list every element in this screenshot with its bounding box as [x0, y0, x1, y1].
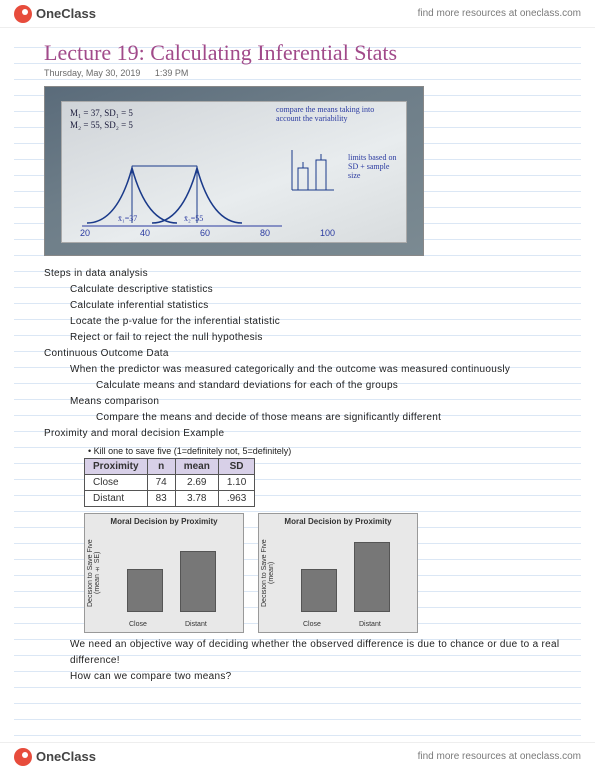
table-row: Close 74 2.69 1.10 — [85, 475, 255, 491]
xlab: Distant — [359, 621, 381, 628]
page-meta: Thursday, May 30, 2019 1:39 PM — [44, 68, 567, 78]
bar-distant — [180, 551, 216, 612]
chart-left: Moral Decision by Proximity Decision to … — [84, 513, 244, 633]
td: Distant — [85, 491, 148, 507]
table-header-row: Proximity n mean SD — [85, 459, 255, 475]
photo-annot1: compare the means taking into account th… — [276, 106, 396, 124]
bar-distant — [354, 542, 390, 612]
note-line: Proximity and moral decision Example — [44, 426, 567, 442]
note-line: Steps in data analysis — [44, 266, 567, 282]
chart-title: Moral Decision by Proximity — [85, 517, 243, 526]
conclusion: We need an objective way of deciding whe… — [44, 637, 567, 685]
charts-row: Moral Decision by Proximity Decision to … — [84, 513, 567, 633]
xlab: Close — [129, 621, 147, 628]
plot-area — [113, 532, 233, 612]
note-line: Calculate descriptive statistics — [44, 282, 567, 298]
resources-link-bottom[interactable]: find more resources at oneclass.com — [418, 751, 581, 762]
note-line: How can we compare two means? — [44, 669, 567, 685]
bar-close — [301, 569, 337, 612]
mini-barchart-icon — [286, 148, 336, 194]
xbar2-label: x̄₂=55 — [184, 215, 203, 224]
brand-name: OneClass — [36, 6, 96, 21]
whiteboard: M₁ = 37, SD₁ = 5 M₂ = 55, SD₂ = 5 compar… — [61, 101, 407, 243]
meta-time: 1:39 PM — [155, 68, 189, 78]
td: 1.10 — [218, 475, 254, 491]
chart-right: Moral Decision by Proximity Decision to … — [258, 513, 418, 633]
xbar1-label: x̄₁=37 — [118, 215, 137, 224]
example-block: • Kill one to save five (1=definitely no… — [84, 446, 567, 507]
top-bar: OneClass find more resources at oneclass… — [0, 0, 595, 28]
photo-eq2: M₂ = 55, SD₂ = 5 — [70, 120, 133, 130]
bar-close — [127, 569, 163, 612]
th: mean — [175, 459, 218, 475]
photo-eq1: M₁ = 37, SD₁ = 5 — [70, 108, 133, 118]
th: SD — [218, 459, 254, 475]
logo-icon — [14, 748, 32, 766]
page-title: Lecture 19: Calculating Inferential Stat… — [44, 40, 567, 66]
plot-area — [287, 532, 407, 612]
logo-icon — [14, 5, 32, 23]
note-line: Calculate means and standard deviations … — [44, 378, 567, 394]
td: .963 — [218, 491, 254, 507]
th: n — [147, 459, 175, 475]
tick-3: 80 — [260, 228, 270, 238]
note-line: Locate the p-value for the inferential s… — [44, 314, 567, 330]
td: 74 — [147, 475, 175, 491]
table-row: Distant 83 3.78 .963 — [85, 491, 255, 507]
xlab: Close — [303, 621, 321, 628]
bullet-text: Kill one to save five (1=definitely not,… — [94, 446, 292, 456]
proximity-table: Proximity n mean SD Close 74 2.69 1.10 D… — [84, 458, 255, 507]
bottom-bar: OneClass find more resources at oneclass… — [0, 742, 595, 770]
chart-title: Moral Decision by Proximity — [259, 517, 417, 526]
photo-annot2: limits based on SD + sample size — [348, 154, 400, 180]
note-line: Continuous Outcome Data — [44, 346, 567, 362]
note-line: We need an objective way of deciding whe… — [44, 637, 567, 669]
note-line: Calculate inferential statistics — [44, 298, 567, 314]
brand-logo-bottom: OneClass — [14, 748, 96, 766]
xlab: Distant — [185, 621, 207, 628]
note-line: When the predictor was measured categori… — [44, 362, 567, 378]
note-line: Means comparison — [44, 394, 567, 410]
chart-ylabel: Decision to Save Five (mean ± SE) — [87, 532, 95, 614]
lecture-photo: M₁ = 37, SD₁ = 5 M₂ = 55, SD₂ = 5 compar… — [44, 86, 424, 256]
notes-body: Steps in data analysis Calculate descrip… — [44, 266, 567, 442]
resources-link-top[interactable]: find more resources at oneclass.com — [418, 8, 581, 19]
brand-name-bottom: OneClass — [36, 749, 96, 764]
tick-0: 20 — [80, 228, 90, 238]
td: 3.78 — [175, 491, 218, 507]
note-line: Compare the means and decide of those me… — [44, 410, 567, 426]
chart-ylabel: Decision to Save Five (mean) — [261, 532, 269, 614]
tick-2: 60 — [200, 228, 210, 238]
td: 83 — [147, 491, 175, 507]
meta-date: Thursday, May 30, 2019 — [44, 68, 140, 78]
td: 2.69 — [175, 475, 218, 491]
td: Close — [85, 475, 148, 491]
th: Proximity — [85, 459, 148, 475]
note-line: Reject or fail to reject the null hypoth… — [44, 330, 567, 346]
tick-4: 100 — [320, 228, 335, 238]
tick-1: 40 — [140, 228, 150, 238]
brand-logo: OneClass — [14, 5, 96, 23]
distribution-curves-icon — [82, 148, 282, 228]
note-page: Lecture 19: Calculating Inferential Stat… — [14, 32, 581, 738]
example-bullet: • Kill one to save five (1=definitely no… — [88, 446, 567, 456]
